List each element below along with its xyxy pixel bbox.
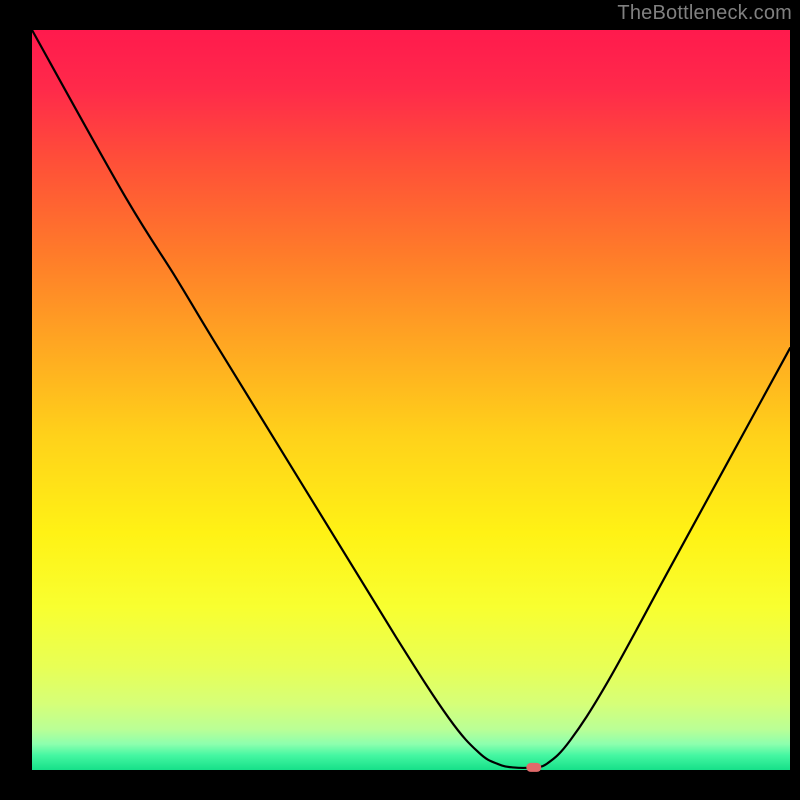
watermark-text: TheBottleneck.com (617, 2, 792, 25)
chart-svg (0, 0, 800, 800)
optimal-marker (526, 763, 541, 772)
chart-frame: TheBottleneck.com (0, 0, 800, 800)
